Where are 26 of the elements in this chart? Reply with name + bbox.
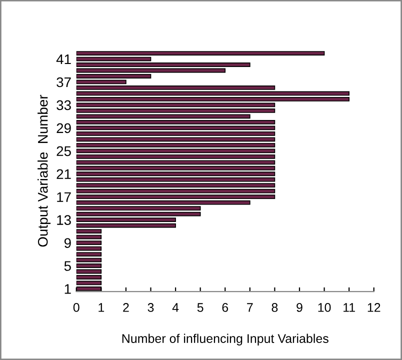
x-tick-label: 12 — [368, 303, 380, 312]
x-tick-label: 1 — [98, 303, 104, 312]
y-tick-label: 41 — [56, 54, 71, 64]
x-tick-label: 7 — [247, 303, 253, 312]
y-tick-label: 37 — [56, 77, 71, 88]
y-tick-label: 21 — [56, 169, 71, 179]
y-tick-label: 1 — [64, 284, 71, 294]
y-tick-label: 9 — [64, 238, 71, 248]
x-tick-label: 9 — [296, 303, 302, 312]
x-tick-label: 0 — [73, 303, 80, 312]
x-tick-label: 4 — [172, 303, 179, 312]
y-axis-title: Output Variable Number — [38, 94, 51, 247]
x-tick-label: 3 — [148, 303, 154, 312]
x-tick-label: 6 — [222, 303, 228, 312]
x-tick-label: 8 — [272, 303, 278, 312]
x-tick-label: 11 — [344, 303, 355, 312]
y-tick-label: 33 — [56, 100, 71, 110]
y-tick-label: 25 — [56, 146, 71, 156]
y-tick-label: 29 — [56, 123, 71, 134]
y-tick-label: 5 — [64, 261, 71, 271]
y-tick-label: 13 — [57, 215, 71, 225]
x-tick-label: 10 — [318, 303, 331, 312]
y-tick-label: 17 — [57, 192, 71, 202]
x-tick-label: 5 — [197, 303, 204, 312]
x-axis-title: Number of influencing Input Variables — [122, 334, 328, 346]
x-tick-label: 2 — [123, 303, 129, 312]
